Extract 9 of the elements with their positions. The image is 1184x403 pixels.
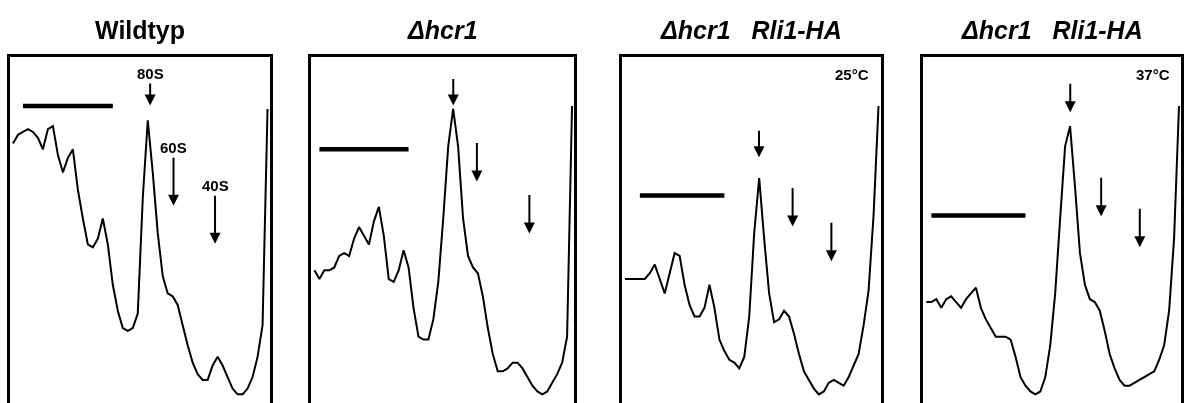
chart-title: Δhcr1 bbox=[407, 16, 478, 44]
text: 37°C bbox=[1136, 66, 1170, 83]
text: 25°C bbox=[835, 66, 869, 83]
chart-title: Δhcr1 Rli1-HA bbox=[660, 16, 842, 44]
annotation: 40S bbox=[202, 177, 229, 194]
chart-title: Δhcr1 Rli1-HA bbox=[961, 16, 1143, 44]
text: 80S bbox=[137, 65, 164, 82]
chart-title: Wildtyp bbox=[95, 16, 186, 44]
annotation: 60S bbox=[160, 139, 187, 156]
